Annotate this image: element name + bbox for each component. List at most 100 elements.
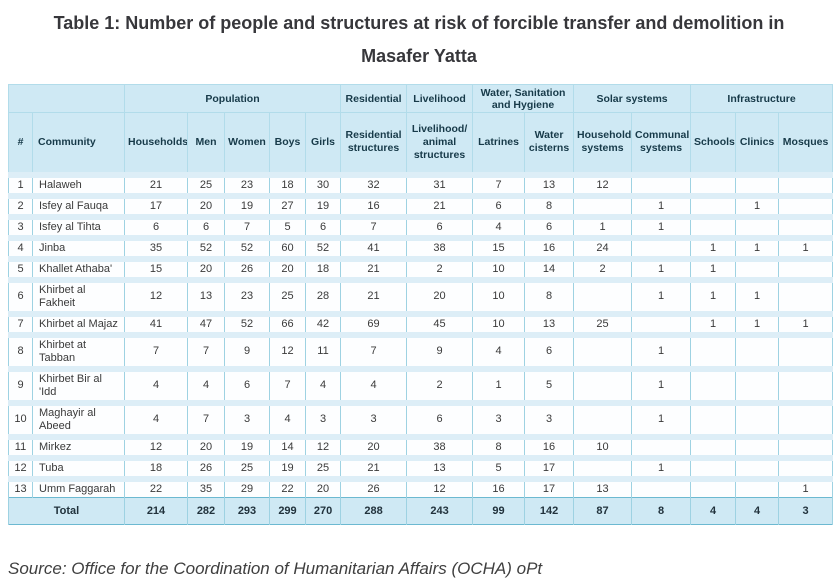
data-cell: 7 <box>124 331 188 369</box>
data-cell: 29 <box>224 475 270 497</box>
data-cell <box>631 234 692 259</box>
data-cell: 42 <box>304 310 342 335</box>
column-header-cell: Residential structures <box>340 112 408 175</box>
data-cell: 25 <box>269 276 306 314</box>
data-cell: 1 <box>8 171 33 196</box>
community-cell: Khirbet al Majaz <box>32 310 125 335</box>
data-cell: 9 <box>406 331 474 369</box>
community-cell: Khirbet Bir al 'Idd <box>32 365 125 403</box>
table-row: 13 Umm Faggarah 22 35 29 22 20 26 12 16 17 13 1 <box>8 475 834 497</box>
data-cell: 20 <box>406 276 474 314</box>
community-cell: Isfey al Fauqa <box>32 192 125 217</box>
column-header-cell: Boys <box>269 112 306 175</box>
data-cell: 3 <box>472 399 526 437</box>
data-cell: 1 <box>631 276 692 314</box>
table-row: 4 Jinba 35 52 52 60 52 41 38 15 16 24 1 1 1 <box>8 234 834 259</box>
group-header-cell: Population <box>123 84 342 113</box>
group-header-cell: Livelihood <box>406 84 474 113</box>
group-header-cell: Solar systems <box>573 84 692 113</box>
data-cell <box>735 365 780 403</box>
data-cell: 6 <box>524 331 575 369</box>
column-header-cell: Schools <box>690 112 737 175</box>
community-cell: Khallet Athaba' <box>32 255 125 280</box>
data-cell: 1 <box>631 192 692 217</box>
data-cell: 38 <box>406 234 474 259</box>
data-cell: 26 <box>224 255 270 280</box>
data-cell <box>573 399 633 437</box>
data-cell <box>690 365 737 403</box>
data-cell: 13 <box>524 171 575 196</box>
data-cell: 45 <box>406 310 474 335</box>
data-cell <box>735 171 780 196</box>
data-cell: 17 <box>524 475 575 497</box>
data-cell: 1 <box>735 276 780 314</box>
data-cell: 11 <box>8 433 33 458</box>
data-cell: 5 <box>472 454 526 479</box>
data-cell: 3 <box>524 399 575 437</box>
community-cell: Khirbet at Tabban <box>32 331 125 369</box>
data-cell <box>573 192 633 217</box>
data-cell <box>735 213 780 238</box>
data-cell: 3 <box>340 399 408 437</box>
data-cell: 18 <box>304 255 342 280</box>
data-cell <box>573 365 633 403</box>
table-row: 6 Khirbet al Fakheit 12 13 23 25 28 21 20 10 8 1 1 1 <box>8 276 834 314</box>
data-cell: 12 <box>406 475 474 497</box>
total-row: Total 214 282 293 299 270 288 243 99 142 87 8 4 4 3 <box>8 496 834 524</box>
data-cell: 1 <box>735 234 780 259</box>
data-cell <box>573 276 633 314</box>
data-cell: 66 <box>269 310 306 335</box>
data-cell: 7 <box>340 213 408 238</box>
data-cell: 12 <box>124 433 188 458</box>
community-cell: Jinba <box>32 234 125 259</box>
total-cell: 99 <box>472 496 526 524</box>
group-header-row: Population Residential Livelihood Water, Sa… <box>8 84 834 113</box>
data-cell: 21 <box>340 454 408 479</box>
data-cell: 26 <box>187 454 225 479</box>
table-row: 1 Halaweh 21 25 23 18 30 32 31 7 13 12 <box>8 171 834 196</box>
data-cell <box>690 454 737 479</box>
total-cell: 3 <box>778 496 834 524</box>
data-cell: 10 <box>573 433 633 458</box>
table-row: 5 Khallet Athaba' 15 20 26 20 18 21 2 10 14 2 1 1 <box>8 255 834 280</box>
page-title: Table 1: Number of people and structures… <box>53 13 785 66</box>
data-cell: 2 <box>406 255 474 280</box>
column-header-cell: Households <box>124 112 188 175</box>
group-header-cell: Residential <box>340 84 408 113</box>
total-cell: 87 <box>573 496 633 524</box>
data-cell: 6 <box>187 213 225 238</box>
data-cell: 4 <box>304 365 342 403</box>
data-cell: 32 <box>340 171 408 196</box>
data-cell <box>690 433 737 458</box>
data-cell: 4 <box>8 234 33 259</box>
data-cell: 1 <box>472 365 526 403</box>
data-cell: 21 <box>340 276 408 314</box>
data-cell: 41 <box>124 310 188 335</box>
data-cell: 1 <box>690 255 737 280</box>
data-cell: 21 <box>406 192 474 217</box>
data-cell: 9 <box>224 331 270 369</box>
community-cell: Mirkez <box>32 433 125 458</box>
table-header: Population Residential Livelihood Water, Sa… <box>8 84 834 175</box>
table-row: 2 Isfey al Fauqa 17 20 19 27 19 16 21 6 8 1 1 <box>8 192 834 217</box>
community-cell: Tuba <box>32 454 125 479</box>
table-row: 7 Khirbet al Majaz 41 47 52 66 42 69 45 10 13 25 1 1 1 <box>8 310 834 335</box>
data-cell: 19 <box>224 433 270 458</box>
data-cell <box>778 399 834 437</box>
data-cell <box>735 475 780 497</box>
data-cell: 69 <box>340 310 408 335</box>
data-cell: 8 <box>524 192 575 217</box>
data-cell: 1 <box>631 255 692 280</box>
data-cell: 15 <box>472 234 526 259</box>
data-cell: 26 <box>340 475 408 497</box>
data-cell: 4 <box>124 399 188 437</box>
data-cell: 1 <box>778 475 834 497</box>
table-row: 8 Khirbet at Tabban 7 7 9 12 11 7 9 4 6 1 <box>8 331 834 369</box>
table-row: 3 Isfey al Tihta 6 6 7 5 6 7 6 4 6 1 1 <box>8 213 834 238</box>
data-cell: 12 <box>573 171 633 196</box>
data-cell <box>631 310 692 335</box>
data-cell: 1 <box>631 213 692 238</box>
data-cell <box>690 213 737 238</box>
community-cell: Umm Faggarah <box>32 475 125 497</box>
column-header-cell: # <box>8 112 33 175</box>
